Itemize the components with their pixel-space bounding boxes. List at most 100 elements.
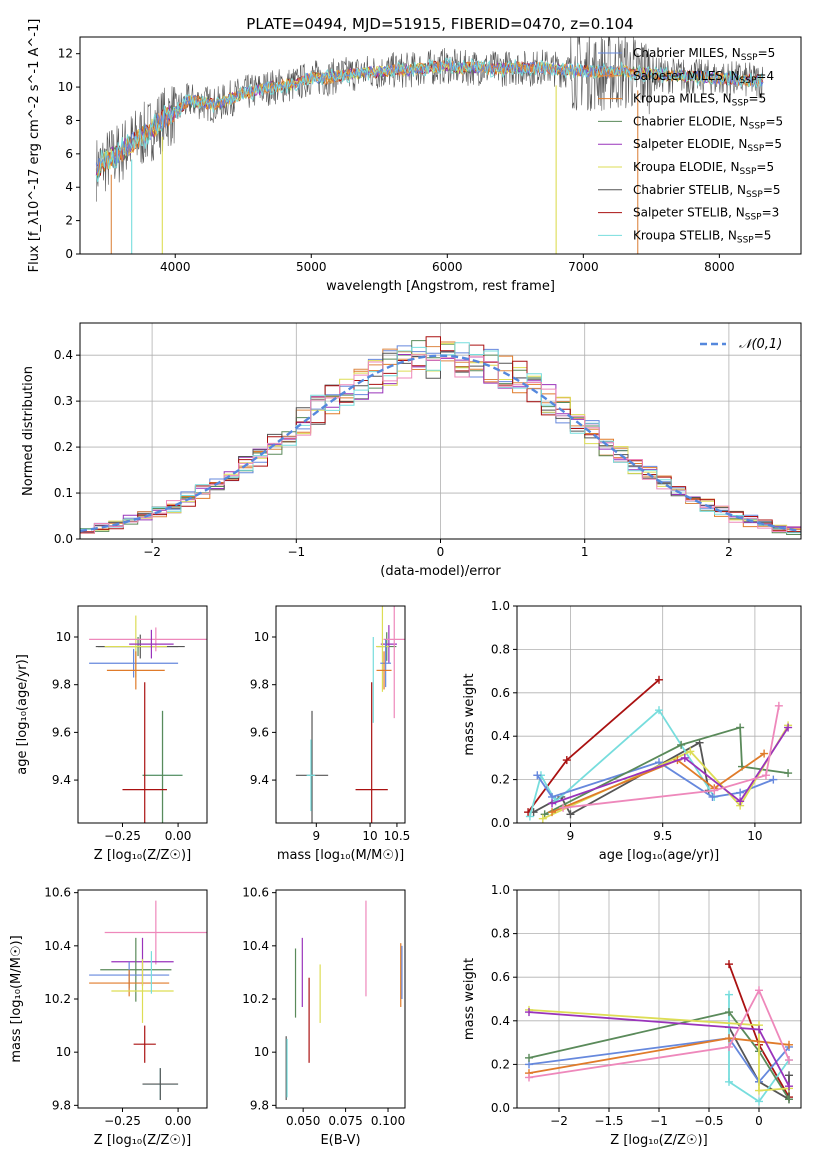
y-tick-label: 0.2 [491, 773, 510, 787]
legend: 𝒩(0,1) [700, 337, 782, 352]
y-tick-label: 12 [58, 47, 73, 61]
y-tick-label: 0.2 [491, 1057, 510, 1071]
weight-marker [785, 1082, 793, 1091]
weight-marker [525, 812, 534, 821]
y-tick-label: 10 [254, 630, 269, 644]
y-tick-label: 0.0 [491, 1101, 510, 1115]
panel-mass-vs-Z: −0.25 0.00 9.8 10 10.2 10.4 10.6 Z [log₁₀(Z/Z☉)… [9, 886, 208, 1148]
weight-marker [559, 803, 568, 812]
weight-marker [784, 723, 793, 732]
errorbar-point [106, 651, 165, 690]
y-axis-label: age [log₁₀(age/yr)] [15, 654, 30, 775]
x-tick-label: −2 [143, 545, 161, 559]
y-tick-label: 0.4 [491, 1014, 510, 1028]
weight-marker [710, 786, 719, 795]
x-tick-label: −0.25 [104, 1114, 141, 1128]
errorbar-point [375, 606, 389, 692]
y-axis-label: mass [log₁₀(M/M☉)] [9, 935, 24, 1062]
x-axis-label: E(B-V) [320, 1133, 360, 1148]
weight-marker [755, 1086, 763, 1095]
plot-area [285, 900, 403, 1101]
x-tick-label: 0.00 [165, 1114, 192, 1128]
panel-age-vs-mass: 9 10 10.5 9.4 9.6 9.8 10 mass [log₁₀(M/M☉)] [250, 605, 411, 863]
weight-marker [566, 810, 575, 819]
legend-label: Chabrier STELIB, NSSP=5 [633, 183, 781, 200]
weight-marker [755, 1097, 763, 1106]
grid [517, 889, 801, 1109]
y-tick-label: 6 [65, 147, 73, 161]
weight-marker [760, 749, 769, 758]
y-tick-label: 10.4 [44, 939, 71, 953]
x-tick-label: 1 [581, 545, 589, 559]
x-tick-label: 10 [362, 829, 377, 843]
weight-line-kroupa-elodie [528, 1009, 790, 1092]
weight-marker [785, 1040, 793, 1049]
x-tick-label: 5000 [296, 260, 327, 274]
y-tick-label: 8 [65, 113, 73, 127]
plot-area [295, 606, 405, 823]
weight-marker [655, 706, 663, 715]
y-axis-label: mass weight [462, 958, 477, 1040]
x-tick-label: −1 [287, 545, 305, 559]
y-tick-label: 0.3 [54, 394, 73, 408]
x-tick-label: −0.25 [104, 829, 141, 843]
y-tick-label: 0.8 [491, 642, 510, 656]
y-tick-label: 0.4 [491, 729, 510, 743]
plot-area [525, 960, 793, 1106]
x-tick-label: 8000 [704, 260, 735, 274]
weight-line-kroupa-elodie [542, 724, 789, 820]
x-tick-label: 10.5 [384, 829, 411, 843]
panel-mass-weight-vs-Z: −2 −1.5 −1 −0.5 0 0.0 0.2 0.4 0.6 0.8 1.0 Z [log₁₀(… [462, 883, 802, 1148]
y-tick-label: 9.6 [52, 725, 71, 739]
legend-label: Salpeter ELODIE, NSSP=5 [633, 137, 782, 154]
weight-marker [784, 769, 793, 778]
legend-label: Kroupa MILES, NSSP=5 [633, 92, 766, 109]
plot-area [89, 615, 207, 823]
errorbar-point [100, 937, 172, 1002]
weight-marker [677, 740, 686, 749]
x-tick-label: 10 [747, 829, 762, 843]
weight-marker [736, 797, 745, 806]
errorbar-point [376, 651, 392, 690]
weight-marker [525, 1053, 533, 1062]
y-tick-label: 9.8 [250, 1098, 269, 1112]
x-tick-label: −2 [550, 1114, 568, 1128]
weight-marker [533, 771, 542, 780]
weight-marker [755, 1025, 763, 1034]
errorbar-point [129, 629, 174, 659]
x-tick-label: −1.5 [594, 1114, 623, 1128]
weight-marker [725, 1042, 733, 1051]
x-tick-label: 7000 [568, 260, 599, 274]
y-tick-label: 9.8 [52, 678, 71, 692]
errorbar-point [111, 959, 174, 1023]
x-tick-label: 0.075 [328, 1114, 362, 1128]
weight-marker [761, 771, 770, 780]
axes-frame [79, 36, 802, 255]
legend-label: Salpeter MILES, NSSP=4 [633, 69, 774, 86]
weight-marker [548, 799, 557, 808]
weight-marker [708, 792, 717, 801]
weight-marker [548, 808, 557, 817]
y-tick-label: 0.6 [491, 970, 510, 984]
x-tick-label: 2 [725, 545, 733, 559]
grid [517, 605, 801, 824]
weight-marker [785, 1071, 793, 1080]
x-axis-label: Z [log₁₀(Z/Z☉)] [94, 848, 191, 863]
weight-line-chabrier-miles [536, 761, 774, 799]
y-tick-label: 0.8 [491, 927, 510, 941]
y-tick-label: 9.4 [52, 773, 71, 787]
y-tick-label: 2 [65, 214, 73, 228]
weight-line-chabrier-miles [528, 1037, 790, 1084]
y-tick-label: 0.0 [54, 532, 73, 546]
x-tick-label: −0.5 [694, 1114, 723, 1128]
panel-age-vs-Z: −0.25 0.00 9.4 9.6 9.8 10 Z [log₁₀(Z/Z☉)] age [… [15, 605, 208, 863]
plot-area [89, 900, 207, 1101]
y-tick-label: 4 [65, 180, 73, 194]
weight-marker [736, 788, 745, 797]
weight-marker [725, 1077, 733, 1086]
errorbar-point [89, 969, 170, 997]
errorbar-point [306, 739, 316, 812]
x-axis-label: Z [log₁₀(Z/Z☉)] [94, 1133, 191, 1148]
errorbar-point [89, 627, 207, 652]
